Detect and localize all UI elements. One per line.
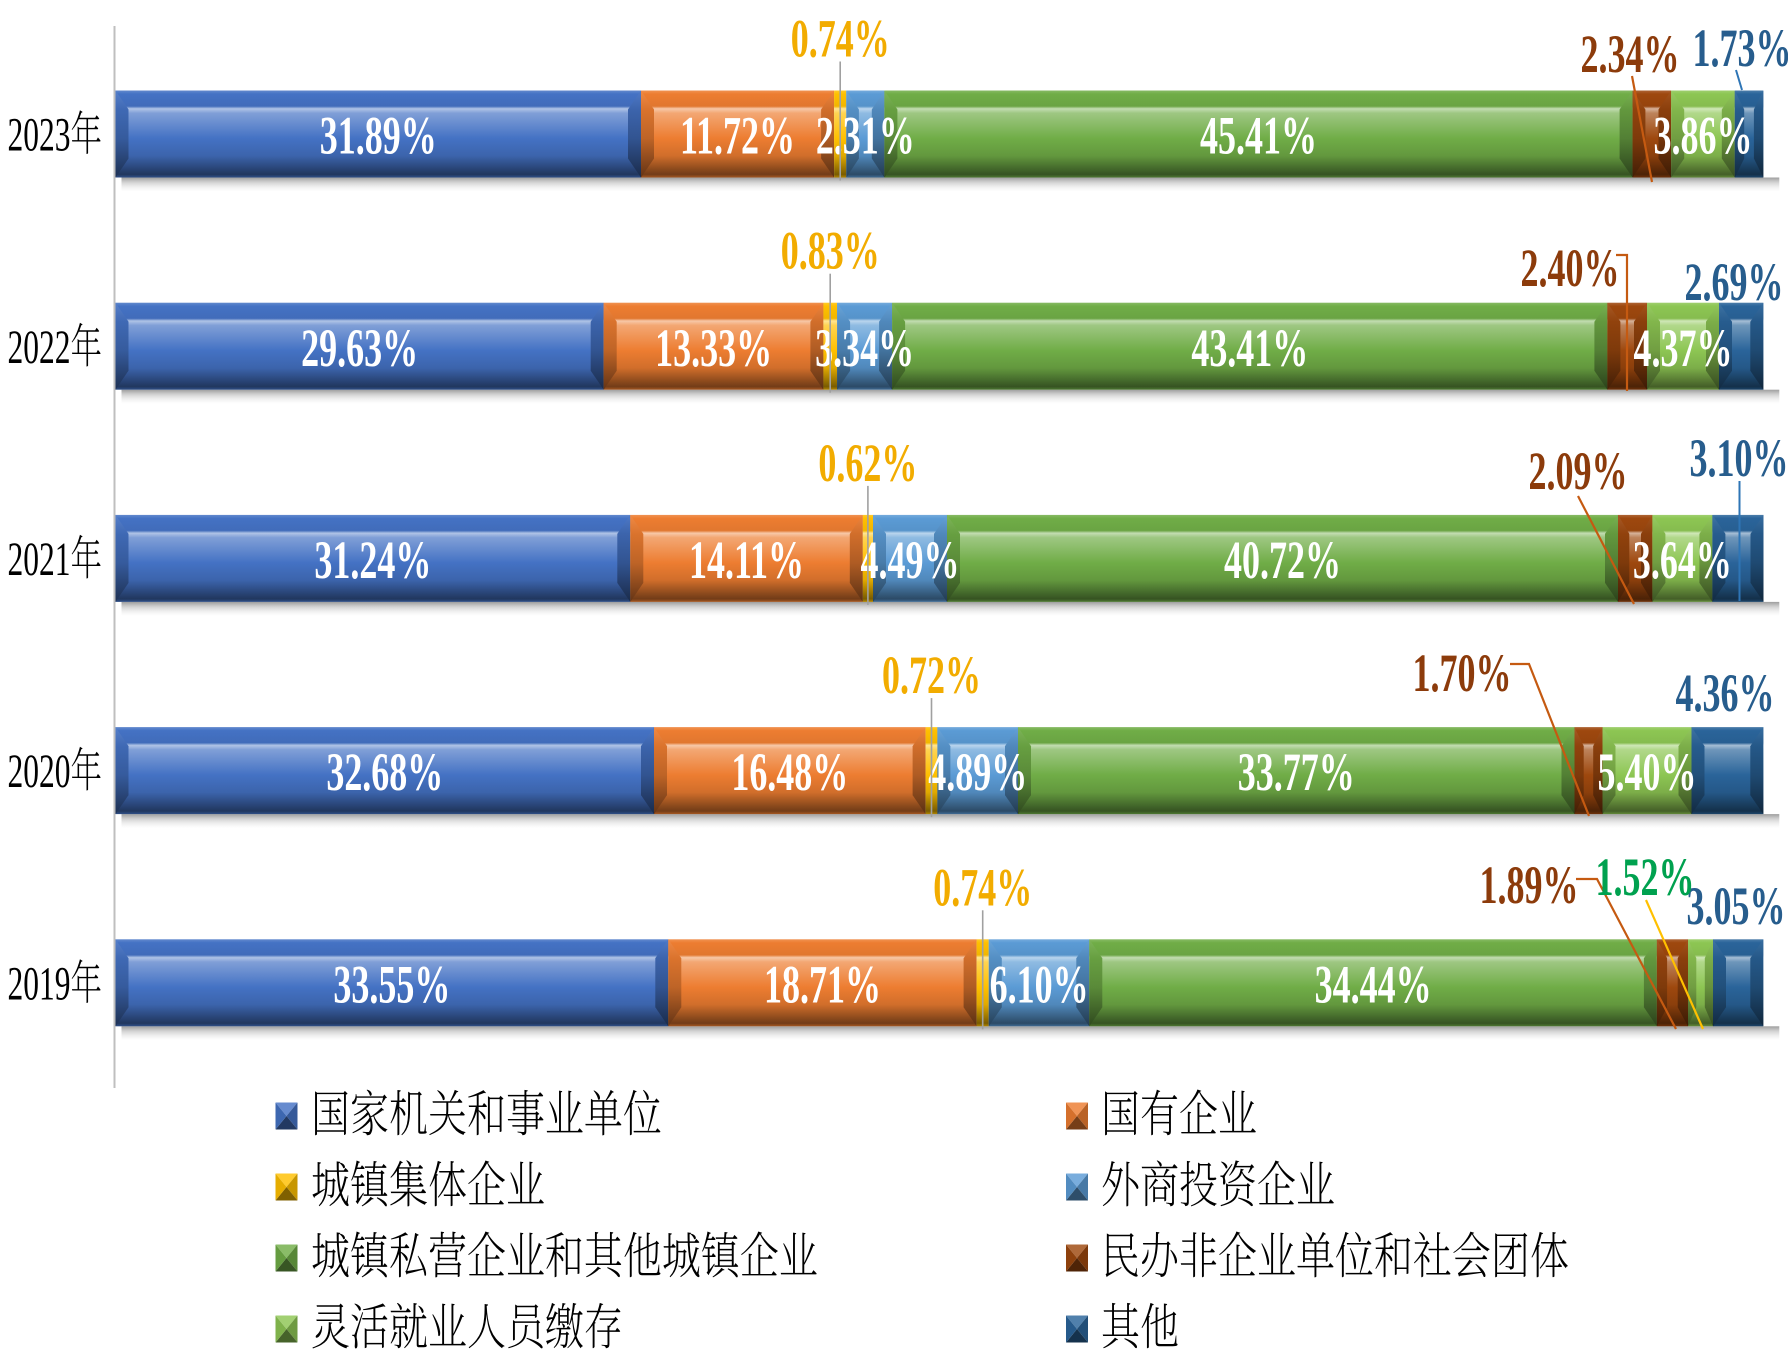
svg-text:3.86%: 3.86% [1654,105,1753,165]
svg-text:32.68%: 32.68% [326,742,443,802]
svg-text:11.72%: 11.72% [680,105,795,165]
svg-text:14.11%: 14.11% [689,530,804,590]
svg-text:1.73%: 1.73% [1693,18,1788,78]
svg-text:18.71%: 18.71% [764,954,881,1014]
svg-text:灵活就业人员缴存: 灵活就业人员缴存 [311,1287,623,1359]
svg-text:3.64%: 3.64% [1633,530,1732,590]
svg-text:2019年: 2019年 [8,957,102,1010]
svg-text:31.89%: 31.89% [320,105,437,165]
svg-text:3.10%: 3.10% [1690,428,1788,488]
svg-text:2022年: 2022年 [8,320,102,373]
svg-text:0.74%: 0.74% [791,8,890,68]
svg-text:0.72%: 0.72% [882,645,981,705]
svg-text:31.24%: 31.24% [314,530,431,590]
svg-text:2020年: 2020年 [8,745,102,798]
svg-text:5.40%: 5.40% [1598,742,1697,802]
svg-text:2.09%: 2.09% [1529,441,1628,501]
svg-text:民办非企业单位和社会团体: 民办非企业单位和社会团体 [1101,1216,1569,1288]
svg-text:16.48%: 16.48% [731,742,848,802]
svg-text:国有企业: 国有企业 [1101,1074,1257,1146]
svg-text:3.34%: 3.34% [815,318,914,378]
svg-text:1.70%: 1.70% [1413,643,1512,703]
svg-text:0.83%: 0.83% [781,220,880,280]
svg-text:45.41%: 45.41% [1200,105,1317,165]
svg-text:2021年: 2021年 [8,533,102,586]
svg-text:城镇集体企业: 城镇集体企业 [311,1145,545,1217]
svg-text:外商投资企业: 外商投资企业 [1101,1145,1335,1217]
svg-text:其他: 其他 [1101,1287,1179,1359]
svg-text:4.49%: 4.49% [861,530,960,590]
svg-text:4.37%: 4.37% [1634,318,1733,378]
svg-text:2.69%: 2.69% [1685,252,1784,312]
svg-text:2.31%: 2.31% [816,105,915,165]
svg-text:2023年: 2023年 [8,108,102,161]
svg-text:4.89%: 4.89% [928,742,1027,802]
svg-text:城镇私营企业和其他城镇企业: 城镇私营企业和其他城镇企业 [311,1216,818,1288]
svg-text:33.77%: 33.77% [1238,742,1355,802]
svg-text:6.10%: 6.10% [990,954,1089,1014]
svg-text:4.36%: 4.36% [1676,663,1775,723]
svg-text:29.63%: 29.63% [301,318,418,378]
svg-text:0.62%: 0.62% [818,433,917,493]
svg-text:40.72%: 40.72% [1224,530,1341,590]
svg-text:43.41%: 43.41% [1191,318,1308,378]
svg-text:13.33%: 13.33% [655,318,772,378]
svg-text:3.05%: 3.05% [1687,876,1786,936]
svg-text:33.55%: 33.55% [333,954,450,1014]
svg-text:1.89%: 1.89% [1480,855,1579,915]
svg-text:34.44%: 34.44% [1315,954,1432,1014]
svg-text:2.34%: 2.34% [1581,24,1680,84]
svg-text:1.52%: 1.52% [1596,847,1695,907]
svg-text:2.40%: 2.40% [1521,238,1620,298]
svg-text:0.74%: 0.74% [933,857,1032,917]
svg-text:国家机关和事业单位: 国家机关和事业单位 [311,1074,662,1146]
